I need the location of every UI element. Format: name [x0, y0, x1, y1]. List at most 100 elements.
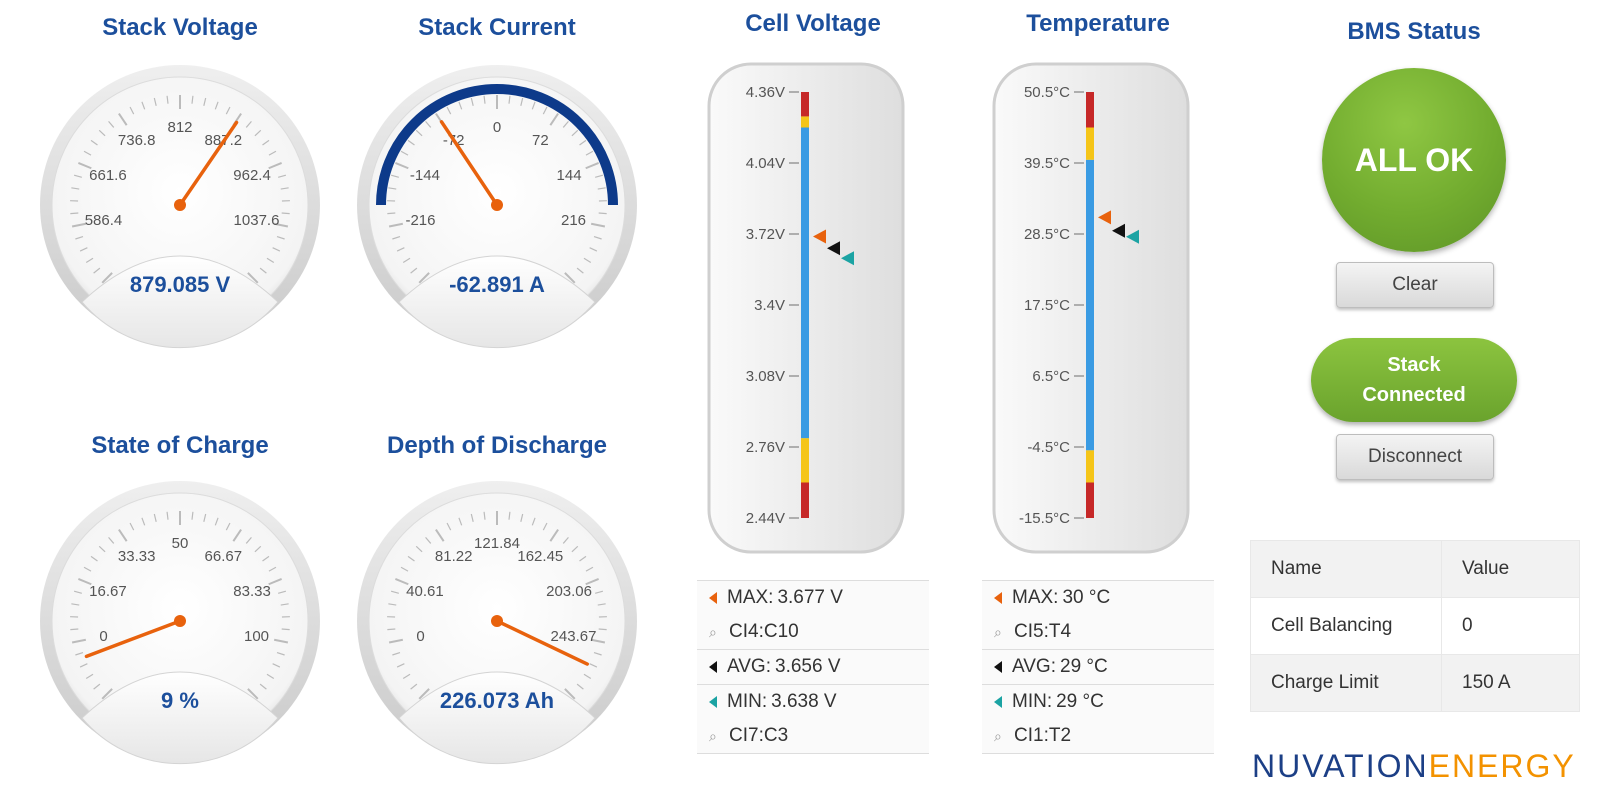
table-cell: Cell Balancing	[1250, 597, 1442, 655]
gauge-tick	[583, 673, 592, 679]
gauge-tick	[153, 513, 157, 522]
gauge-tick	[415, 545, 423, 553]
min-location-link[interactable]: CI1:T2	[1014, 725, 1072, 746]
gauge-tick-label: -216	[405, 212, 435, 229]
gauge-tick	[266, 673, 275, 679]
gauge-tick	[425, 536, 432, 544]
gauge-tick	[98, 545, 106, 553]
meter-tick-label: 4.36V	[746, 84, 785, 101]
gauge-tick-label: 203.06	[546, 583, 592, 600]
cell-voltage-min-row: MIN: 3.638 V	[697, 684, 929, 719]
gauge-tick	[589, 663, 598, 668]
gauge-tick	[571, 129, 579, 137]
stack-voltage-readout: 879.085 V	[129, 272, 231, 297]
meter-tick-label: 3.72V	[746, 226, 785, 243]
gauge-tick-label: 812	[167, 119, 192, 136]
magnifier-icon: ⌕	[994, 728, 1002, 744]
gauge-tick	[571, 545, 579, 553]
gauge-tick	[73, 590, 82, 594]
gauge-tick	[576, 267, 584, 274]
gauge-tick	[400, 566, 409, 572]
gauge-tick	[272, 247, 281, 252]
gauge-tick	[402, 257, 411, 263]
gauge-tick	[129, 106, 135, 115]
meter-tick-label: 3.08V	[746, 368, 785, 385]
max-location-link[interactable]: CI4:C10	[729, 621, 799, 642]
gauge-tick	[520, 97, 524, 106]
min-marker-icon	[994, 696, 1002, 708]
gauge-tick	[70, 212, 79, 215]
meter-zone	[801, 92, 809, 117]
gauge-tick	[410, 267, 418, 274]
meter-zone	[1086, 92, 1094, 128]
gauge-tick-label: 661.6	[89, 167, 127, 184]
temperature-min-location-row[interactable]: ⌕ CI1:T2	[982, 719, 1214, 753]
gauge-tick	[254, 545, 262, 553]
gauge-tick-label: 586.4	[85, 212, 123, 229]
avg-marker-icon	[994, 661, 1002, 673]
temperature-meter: 50.5°C 39.5°C 28.5°C 17.5°C 6.5°C -4.5°C -15.5…	[990, 60, 1200, 560]
max-label: MAX:	[727, 587, 774, 608]
gauge-tick	[108, 536, 115, 544]
depth-of-discharge-title: Depth of Discharge	[386, 432, 608, 459]
meter-tick-label: 28.5°C	[1024, 226, 1070, 243]
gauge-tick	[598, 628, 607, 631]
min-marker-icon	[709, 696, 717, 708]
gauge-tick	[203, 97, 207, 106]
gauge-tick	[90, 139, 98, 146]
gauge-tick	[83, 566, 92, 572]
gauge-tick-label: 162.45	[517, 548, 563, 565]
meter-zone	[801, 116, 809, 128]
meter-zone	[801, 438, 809, 483]
max-location-link[interactable]: CI5:T4	[1014, 621, 1072, 642]
gauge-tick	[418, 272, 430, 284]
gauge-tick	[390, 590, 399, 594]
gauge-tick	[166, 511, 169, 520]
gauge-range-arc	[376, 84, 618, 206]
gauge-tick-label: 40.61	[406, 583, 444, 600]
gauge-tick-label: 962.4	[233, 167, 271, 184]
gauge-tick	[590, 638, 606, 644]
gauge-tick	[273, 222, 289, 228]
gauge-pivot	[491, 199, 503, 211]
clear-button[interactable]: Clear	[1336, 262, 1494, 308]
state-of-charge-gauge: 0 16.67 33.33 50 66.67 83.33 100 9 %	[35, 476, 325, 766]
gauge-tick	[268, 566, 277, 572]
gauge-tick	[262, 555, 270, 562]
gauge-tick	[71, 603, 80, 606]
gauge-tick	[508, 95, 511, 104]
stack-current-title: Stack Current	[418, 14, 576, 41]
gauge-readout-bowl	[398, 671, 596, 765]
temperature-avg-row: AVG: 29 °C	[982, 649, 1214, 684]
max-marker-icon	[709, 592, 717, 604]
disconnect-button[interactable]: Disconnect	[1336, 434, 1494, 480]
gauge-tick	[585, 566, 594, 572]
avg-marker-icon	[827, 241, 840, 256]
meter-zone	[1086, 482, 1094, 518]
gauge-tick	[70, 628, 79, 631]
cell-voltage-title: Cell Voltage	[745, 10, 881, 37]
min-label: MIN:	[1012, 691, 1053, 712]
cell-voltage-meter: 4.36V 4.04V 3.72V 3.4V 3.08V 2.76V 2.44V	[705, 60, 915, 560]
cell-voltage-max-location-row[interactable]: ⌕ CI4:C10	[697, 615, 929, 649]
gauge-tick	[118, 528, 128, 542]
gauge-tick	[71, 187, 80, 190]
gauge-tick	[272, 663, 281, 668]
min-location-link[interactable]: CI7:C3	[729, 725, 789, 746]
gauge-tick	[583, 257, 592, 263]
temperature-max-location-row[interactable]: ⌕ CI5:T4	[982, 615, 1214, 649]
gauge-tick-label: 33.33	[118, 548, 156, 565]
gauge-tick	[388, 603, 397, 606]
gauge-tick	[520, 513, 524, 522]
gauge-tick	[407, 139, 415, 146]
gauge-tick	[71, 222, 87, 228]
cell-voltage-min-location-row[interactable]: ⌕ CI7:C3	[697, 719, 929, 753]
gauge-tick-label: 0	[99, 628, 107, 645]
gauge-tick	[268, 150, 277, 156]
gauge-tick-label: 144	[557, 167, 582, 184]
gauge-readout-bowl	[81, 255, 279, 349]
gauge-tick	[390, 174, 399, 178]
magnifier-icon: ⌕	[709, 728, 717, 744]
min-value: 29 °C	[1056, 691, 1104, 712]
